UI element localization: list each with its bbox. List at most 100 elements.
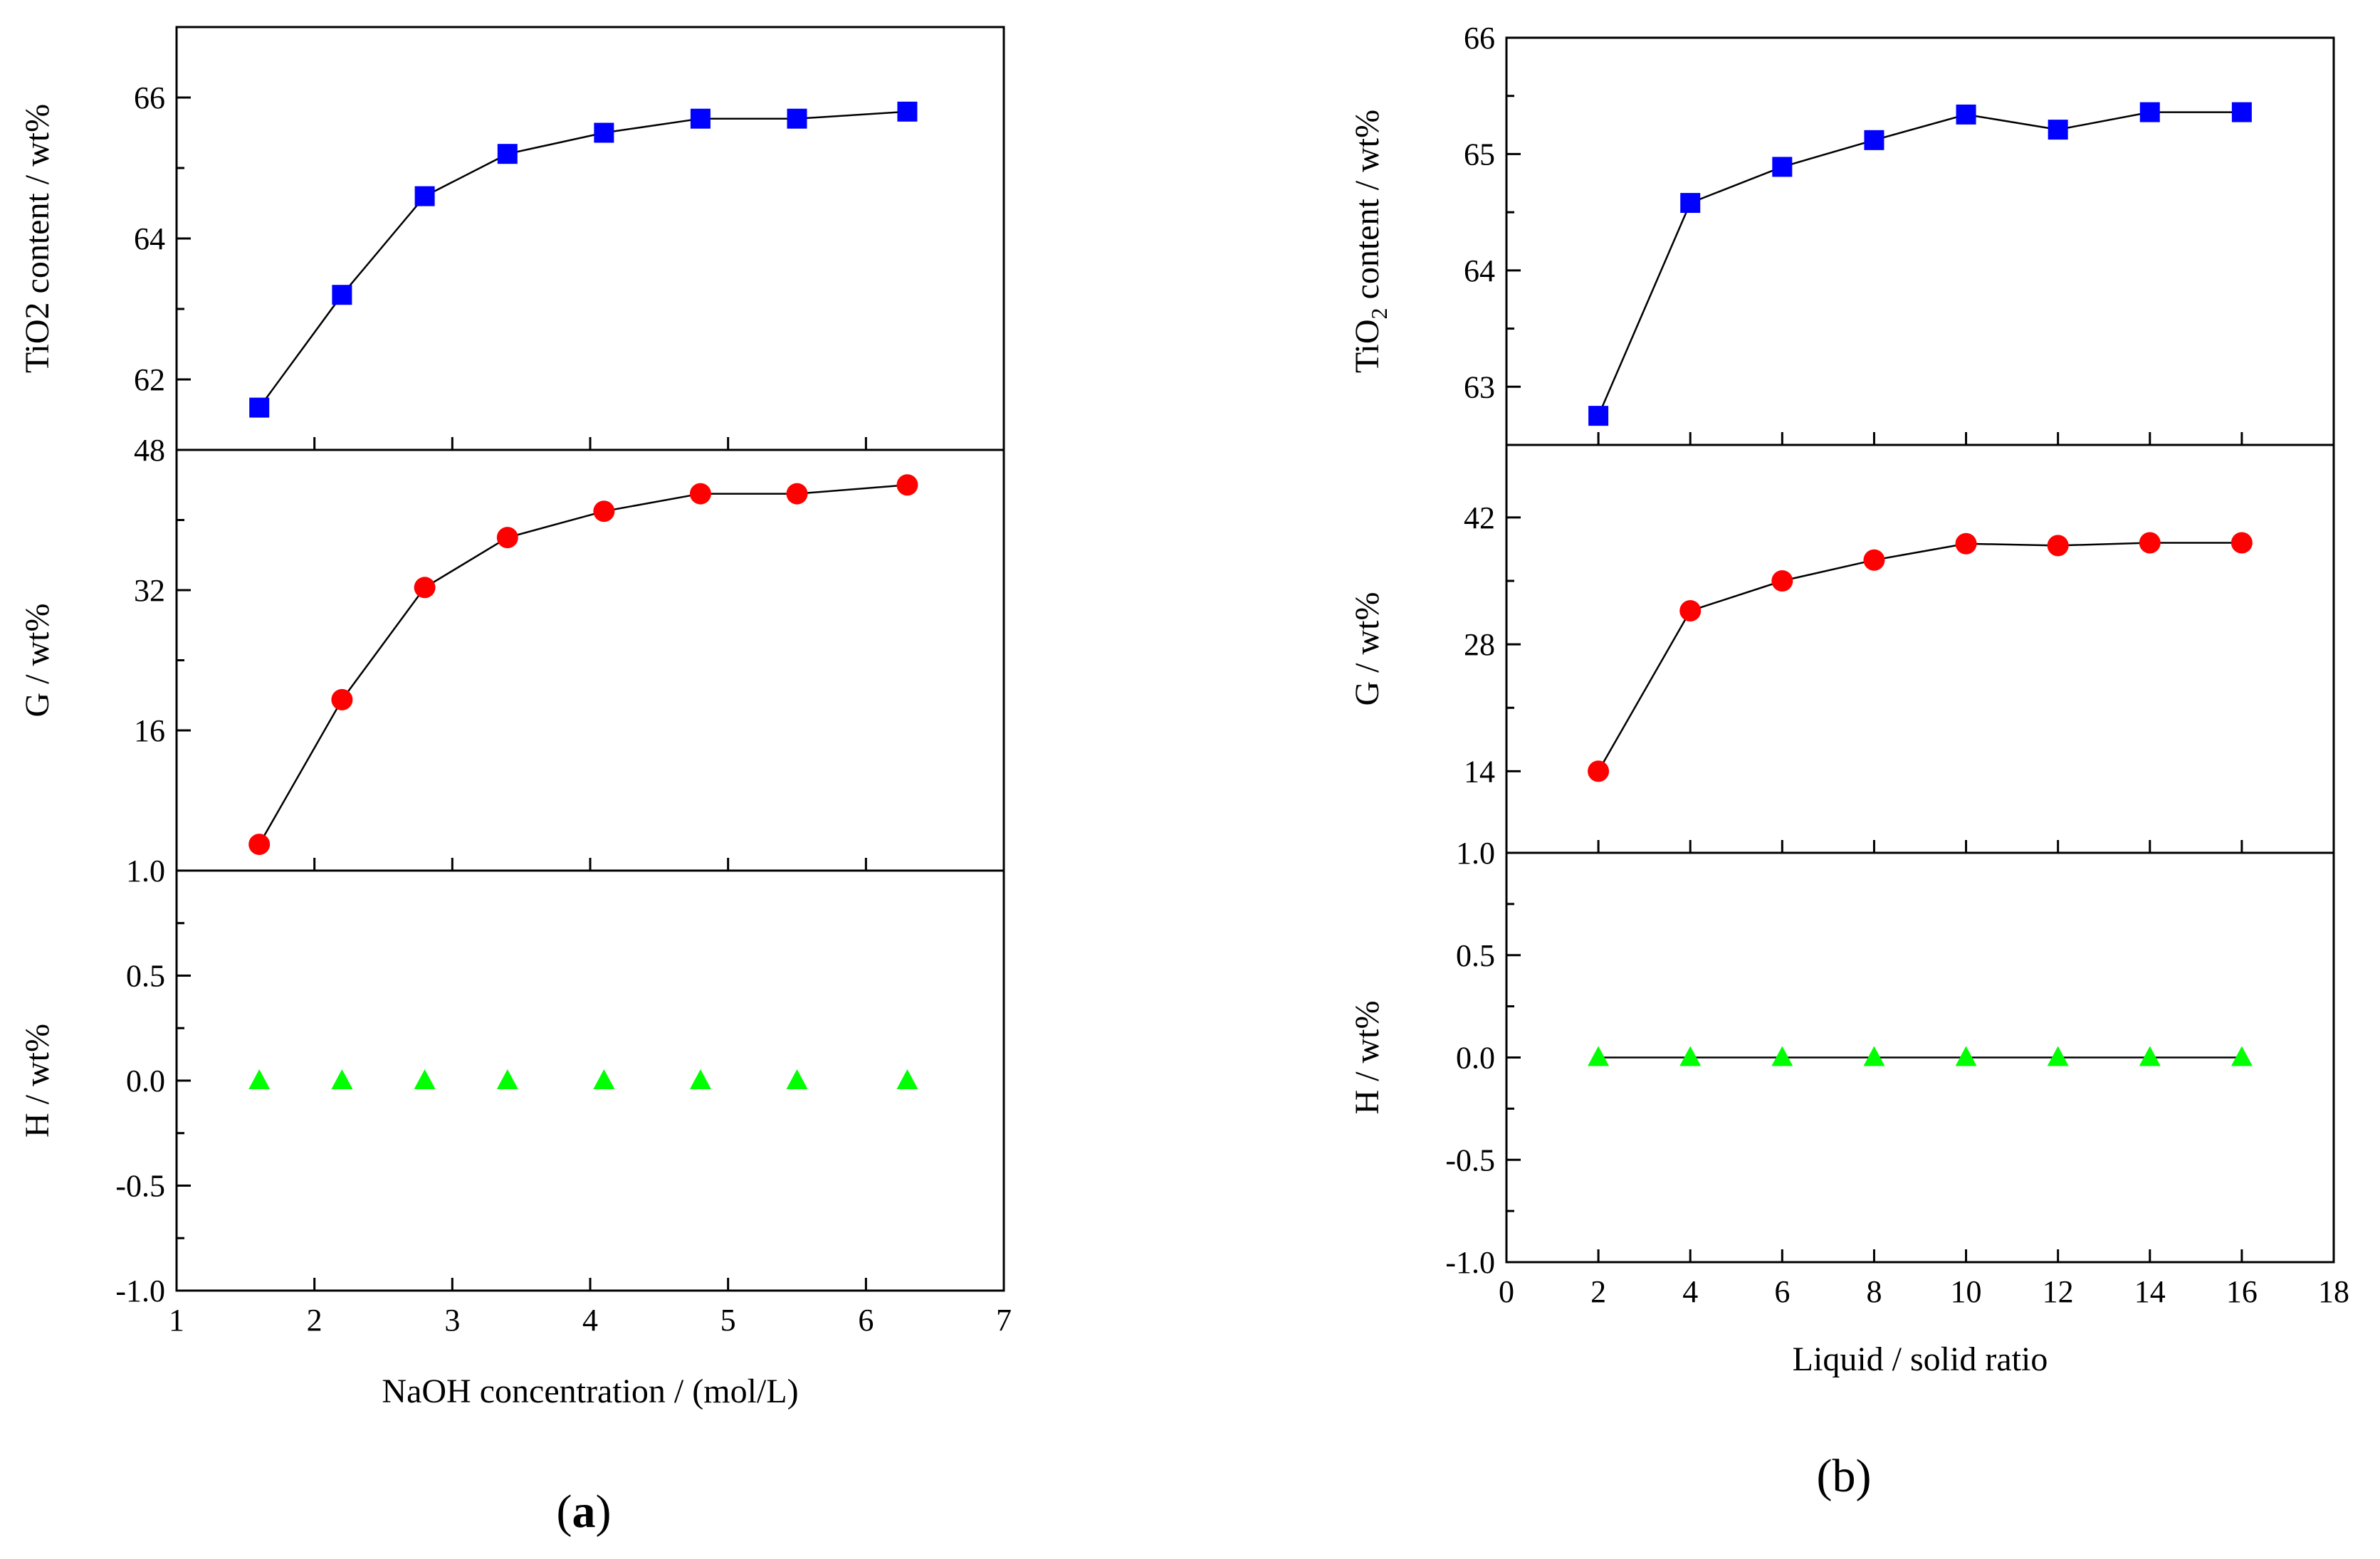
data-point-tio2 [897,101,918,122]
data-point-tio2 [414,186,435,206]
data-point-tio2 [787,108,807,129]
panel-frame [175,869,1005,1292]
data-point-h [414,1069,436,1089]
y-axis-title: G / wt% [19,604,56,718]
y-tick-label: 64 [134,221,165,256]
caption-a: (a) [557,1486,612,1538]
data-point-h [331,1069,353,1089]
panel-frame [175,26,1005,451]
x-tick-label: 16 [2226,1274,2258,1309]
x-tick-label: 18 [2318,1274,2349,1309]
data-point-tio2 [497,144,518,164]
data-point-g [786,483,808,505]
data-point-g [248,834,271,856]
y-tick-label: 1.0 [126,854,165,888]
y-tick-label: 0.0 [1456,1041,1495,1076]
panel-b-h: -1.0 -0.5 0.0 0.5 1.0 H / wt% [1348,836,2335,1280]
data-point-tio2 [2139,102,2160,122]
data-point-g [2139,532,2161,554]
x-tick-label: 2 [307,1303,323,1338]
y-tick-label: 28 [1464,627,1495,662]
x-axis-title: Liquid / solid ratio [1793,1340,2048,1378]
data-point-h [2139,1046,2161,1066]
y-tick-label: 48 [134,433,165,468]
data-point-g [331,688,353,710]
data-point-tio2 [1772,157,1793,177]
x-tick-label: 2 [1590,1274,1606,1309]
x-tick-label: 4 [582,1303,598,1338]
x-axis-title: NaOH concentration / (mol/L) [382,1372,798,1410]
data-point-g [896,474,918,496]
panel-frame [1505,443,2335,854]
y-tick-label: 16 [134,713,165,748]
y-tick-label: 1.0 [1456,836,1495,871]
data-point-h [1588,1046,1610,1066]
y-axis-title: TiO2 content / wt% [19,104,56,373]
y-tick-label: 14 [1464,754,1495,789]
caption-a-open: ( [557,1486,572,1538]
x-tick-label: 1 [169,1303,184,1338]
data-point-tio2 [249,397,270,418]
data-point-tio2 [332,285,352,305]
data-point-g [2230,532,2253,554]
y-tick-label: 65 [1464,137,1495,172]
y-axis-title: TiO2 content / wt% [1348,110,1392,373]
data-point-h [1771,1046,1793,1066]
series-line-g [258,484,908,845]
y-axis-title: G / wt% [1348,592,1386,706]
x-tick-label: 6 [1774,1274,1790,1309]
caption-a-letter: a [572,1486,596,1538]
series-line-g [1598,542,2242,772]
y-tick-label: 42 [1464,500,1495,535]
data-point-h [593,1069,615,1089]
data-point-g [496,527,518,549]
data-point-g [1679,600,1702,622]
data-point-h [2047,1046,2069,1066]
y-axis-title-sub: 2 [1366,308,1392,319]
y-tick-label: 0.5 [126,959,165,994]
y-tick-label: 62 [134,362,165,397]
y-tick-label: 0.0 [126,1064,165,1098]
y-tick-label: -0.5 [1445,1143,1495,1177]
data-point-g [593,500,615,523]
y-tick-label: -1.0 [1445,1245,1495,1280]
panel-b-g: 14 28 42 G / wt% [1348,443,2335,854]
x-tick-label: 5 [720,1303,736,1338]
y-tick-label: 63 [1464,369,1495,404]
data-point-g [414,577,436,599]
caption-a-close: ) [596,1486,612,1538]
panel-frame [175,448,1005,872]
y-axis-title-rest: content / wt% [1348,110,1386,308]
data-point-tio2 [690,108,711,129]
y-tick-label: 64 [1464,253,1495,288]
data-point-g [1863,549,1885,571]
x-tick-label: 4 [1682,1274,1698,1309]
data-point-tio2 [1956,104,1976,125]
data-point-tio2 [1864,130,1884,150]
data-point-tio2 [2048,120,2068,140]
panel-a-h: -1.0 -0.5 0.0 0.5 1.0 H / wt% [19,854,1005,1308]
data-point-tio2 [2231,102,2252,122]
x-tick-label: 8 [1866,1274,1882,1309]
data-point-tio2 [1680,193,1701,214]
data-point-g [1771,570,1793,592]
x-tick-label: 10 [1951,1274,1982,1309]
data-point-h [1679,1046,1702,1066]
data-point-g [2047,535,2069,557]
data-point-h [786,1069,808,1089]
y-axis-title: H / wt% [1348,1001,1386,1115]
caption-b: (b) [1817,1450,1872,1502]
panel-a-g: 16 32 48 G / wt% [19,433,1005,872]
panel-frame [1505,36,2335,446]
data-point-g [1588,760,1610,782]
y-tick-label: 66 [134,80,165,115]
y-axis-title-main: TiO [1348,319,1386,373]
data-point-h [496,1069,518,1089]
y-tick-label: 0.5 [1456,938,1495,973]
data-point-g [1955,532,1977,555]
data-point-h [896,1069,918,1089]
data-point-tio2 [1588,406,1609,426]
data-point-g [689,483,711,505]
